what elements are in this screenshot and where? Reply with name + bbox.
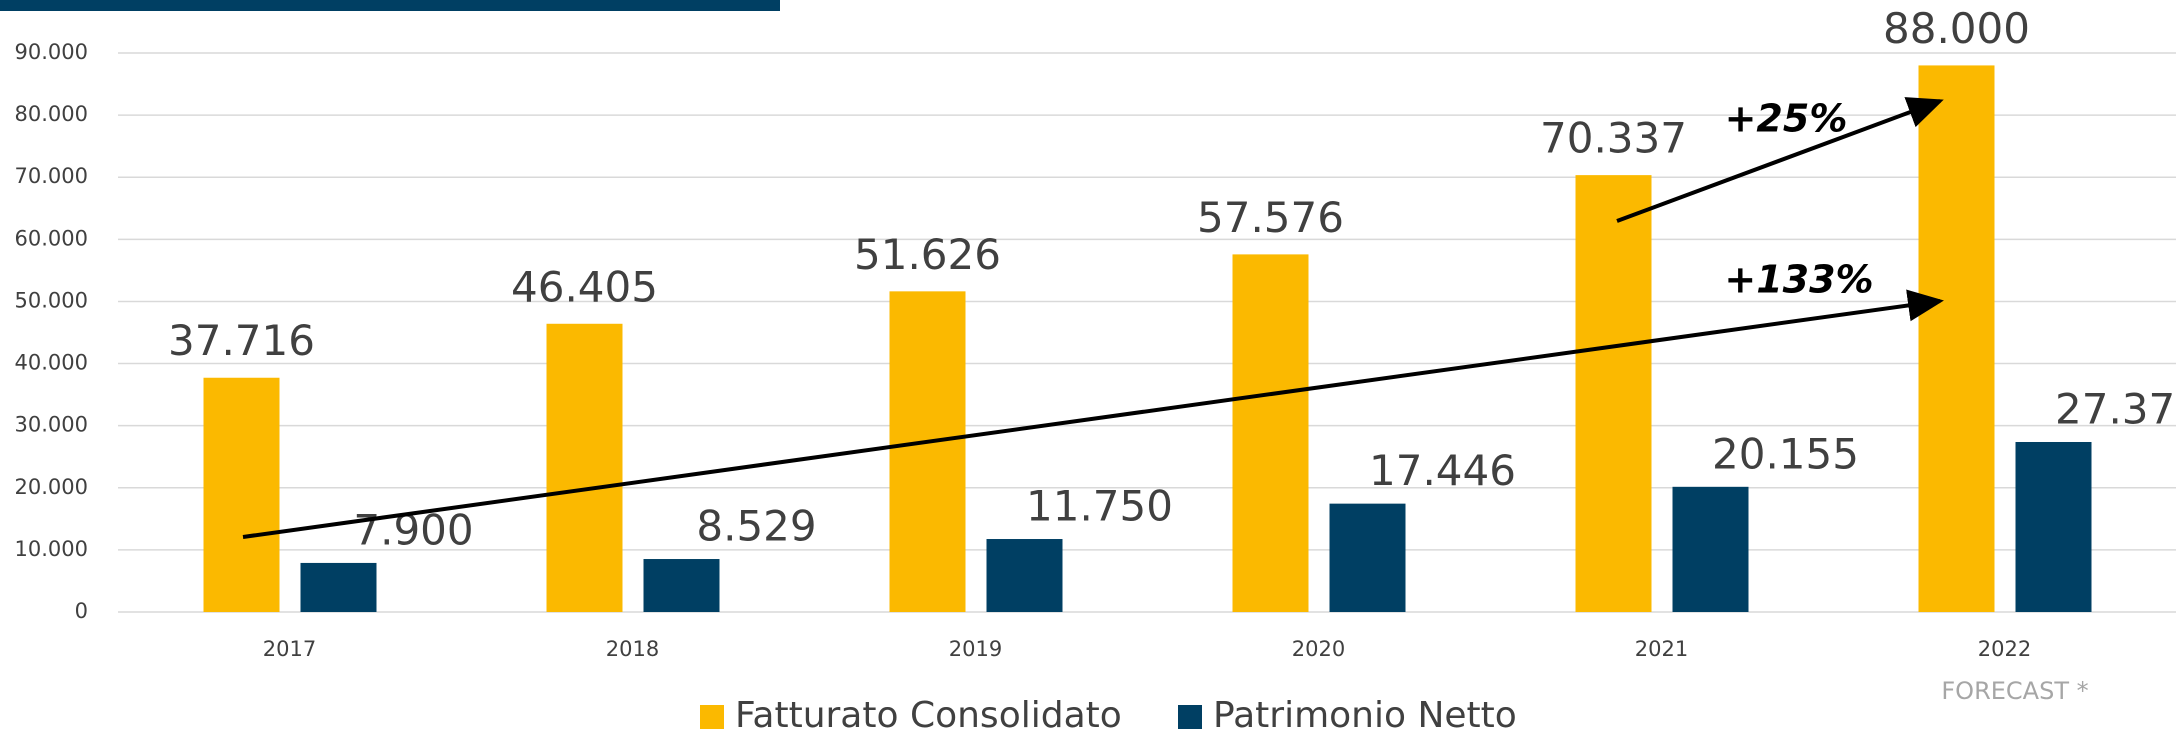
legend-swatch [1178, 705, 1202, 729]
bar [1329, 503, 1406, 612]
y-tick-label: 40.000 [15, 351, 88, 375]
bar [546, 323, 623, 612]
title-bar [0, 0, 780, 11]
x-tick-label: 2019 [949, 637, 1002, 661]
bar [643, 559, 720, 612]
value-label: 70.337 [1540, 114, 1687, 163]
annotation: +25% [1725, 97, 1848, 141]
bar [203, 377, 280, 612]
value-label: 8.529 [696, 502, 816, 551]
trend-arrow [1616, 97, 1944, 223]
value-label: 88.000 [1883, 4, 2030, 53]
x-tick-label: 2020 [1292, 637, 1345, 661]
x-tick-label: 2022 [1978, 637, 2031, 661]
bar [889, 291, 966, 612]
value-label: 27.371 [2055, 384, 2176, 433]
annotation: +133% [1724, 258, 1873, 302]
y-tick-label: 30.000 [15, 413, 88, 437]
bar [1918, 65, 1995, 612]
y-tick-label: 0 [75, 599, 88, 623]
value-label: 17.446 [1369, 446, 1516, 495]
x-tick-label: 2021 [1635, 637, 1688, 661]
y-tick-label: 90.000 [15, 40, 88, 64]
x-tick-label: 2018 [606, 637, 659, 661]
x-tick-label: 2017 [263, 637, 316, 661]
legend-swatch [700, 705, 724, 729]
annotation: FORECAST * [1941, 677, 2088, 705]
value-label: 57.576 [1197, 193, 1344, 242]
trend-arrow [242, 289, 1944, 539]
y-tick-label: 10.000 [15, 537, 88, 561]
y-tick-label: 50.000 [15, 288, 88, 312]
value-label: 11.750 [1026, 482, 1173, 531]
value-label: 20.155 [1712, 429, 1859, 478]
value-label: 51.626 [854, 230, 1001, 279]
legend-label: Patrimonio Netto [1213, 695, 1517, 734]
y-tick-label: 20.000 [15, 475, 88, 499]
bar [2015, 441, 2092, 612]
legend-label: Fatturato Consolidato [735, 695, 1122, 734]
y-tick-label: 80.000 [15, 102, 88, 126]
bar [986, 539, 1063, 612]
bar [300, 562, 377, 612]
y-tick-label: 70.000 [15, 164, 88, 188]
bar [1575, 175, 1652, 612]
bar [1232, 254, 1309, 612]
value-label: 37.716 [168, 316, 315, 365]
value-label: 46.405 [511, 262, 658, 311]
y-tick-label: 60.000 [15, 226, 88, 250]
bar [1672, 486, 1749, 612]
